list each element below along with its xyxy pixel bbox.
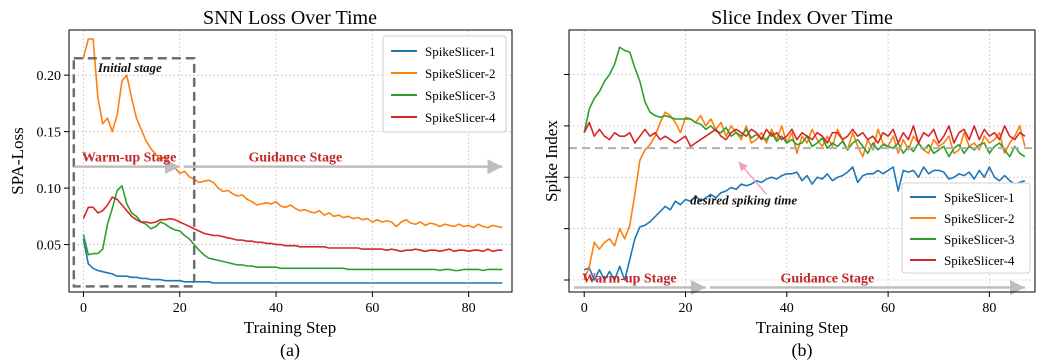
chart-a-xlabel: Training Step — [244, 318, 336, 337]
series-line-spikeslicer-4 — [82, 196, 503, 253]
chart-a-legend: SpikeSlicer-1 SpikeSlicer-2 SpikeSlicer-3 S… — [382, 35, 507, 133]
y-tick-label: 0.20 — [37, 69, 62, 84]
legend-label: SpikeSlicer-2 — [944, 211, 1015, 226]
guidance-stage-label: Guidance Stage — [248, 151, 342, 166]
chart-b-xlabel: Training Step — [756, 318, 848, 337]
x-tick-label: 20 — [173, 301, 187, 316]
warmup-stage-label: Warm-up Stage — [82, 151, 177, 166]
y-tick-label: 0.05 — [37, 239, 62, 254]
chart-a-title: SNN Loss Over Time — [203, 7, 377, 29]
chart-a-frame — [68, 29, 513, 293]
chart-b-legend: SpikeSlicer-1 SpikeSlicer-2 SpikeSlicer-3 S… — [901, 182, 1031, 274]
initial-stage-box — [72, 56, 196, 288]
x-tick-label: 60 — [881, 301, 895, 316]
x-tick-label: 40 — [269, 301, 283, 316]
chart-b-caption: (b) — [792, 340, 813, 361]
initial-stage-label: Initial stage — [97, 60, 162, 75]
series-line-spikeslicer-1 — [583, 166, 1026, 281]
legend-label: SpikeSlicer-1 — [425, 44, 496, 59]
chart-b-ylabel: Spike Index — [542, 120, 561, 202]
x-tick-label: 80 — [462, 301, 476, 316]
guidance-stage-label: Guidance Stage — [780, 272, 874, 287]
x-tick-label: 20 — [679, 301, 693, 316]
series-line-spikeslicer-3 — [82, 185, 503, 272]
legend-label: SpikeSlicer-2 — [425, 66, 496, 81]
desired-spiking-label: desired spiking time — [690, 193, 797, 208]
panel-a: SNN Loss Over Time Initial stage Warm-up … — [8, 7, 513, 361]
x-tick-label: 0 — [581, 301, 588, 316]
legend-label: SpikeSlicer-3 — [425, 88, 496, 103]
chart-a-caption: (a) — [280, 340, 300, 361]
x-tick-label: 60 — [365, 301, 379, 316]
series-line-spikeslicer-3 — [583, 46, 1026, 158]
legend-label: SpikeSlicer-4 — [425, 110, 496, 125]
desired-pointer-arrow — [738, 161, 768, 195]
x-tick-label: 40 — [780, 301, 794, 316]
chart-b-frame — [568, 29, 1036, 293]
legend-label: SpikeSlicer-3 — [944, 232, 1015, 247]
series-line-spikeslicer-2 — [82, 38, 503, 229]
series-line-spikeslicer-4 — [583, 121, 1026, 148]
y-tick-label: 0.10 — [37, 182, 62, 197]
series-line-spikeslicer-1 — [82, 238, 503, 284]
legend-label: SpikeSlicer-1 — [944, 190, 1015, 205]
y-tick-label: 0.15 — [37, 126, 62, 141]
warmup-stage-label: Warm-up Stage — [582, 272, 677, 287]
x-tick-label: 0 — [80, 301, 87, 316]
legend-label: SpikeSlicer-4 — [944, 253, 1015, 268]
x-tick-label: 80 — [982, 301, 996, 316]
chart-a-ylabel: SPA-Loss — [8, 127, 27, 194]
panel-b: Slice Index Over Time desired spiking ti… — [542, 7, 1036, 361]
chart-b-title: Slice Index Over Time — [711, 7, 893, 29]
